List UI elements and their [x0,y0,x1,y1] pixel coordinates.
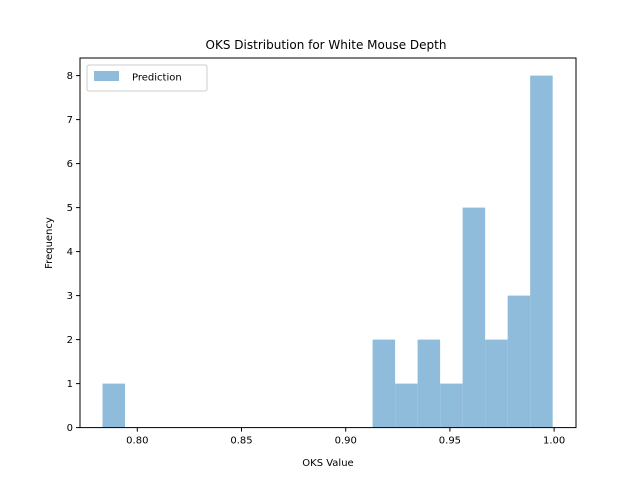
x-axis-title: OKS Value [302,458,353,469]
y-tick-label-8: 8 [67,71,73,82]
chart-title: OKS Distribution for White Mouse Depth [206,38,447,52]
y-tick-label-5: 5 [67,203,73,214]
legend-swatch-prediction [94,71,119,81]
y-tick-label-3: 3 [67,291,73,302]
x-tick-label-3: 0.95 [439,436,461,447]
y-tick-label-6: 6 [67,159,73,170]
y-tick-label-2: 2 [67,335,73,346]
histogram-bar-18 [507,295,531,428]
histogram-bar-0 [102,383,126,428]
legend-label-prediction: Prediction [132,73,182,84]
histogram-bar-14 [417,339,441,428]
x-axis-ticks: 0.80 0.85 0.90 0.95 1.00 [126,427,565,447]
y-tick-label-0: 0 [67,423,73,434]
histogram-bars [102,75,553,428]
x-tick-label-1: 0.85 [230,436,252,447]
y-tick-label-4: 4 [67,247,73,258]
y-tick-label-7: 7 [67,115,73,126]
histogram-bar-16 [462,207,486,428]
plot-frame [79,57,577,429]
legend: Prediction [86,64,208,92]
histogram-bar-12 [372,339,396,428]
y-tick-label-1: 1 [67,379,73,390]
histogram-bar-13 [395,383,418,428]
histogram-bar-19 [530,75,553,428]
y-axis-title: Frequency [44,217,55,269]
x-tick-label-2: 0.90 [335,436,357,447]
histogram-bar-17 [485,339,508,428]
histogram-bar-15 [440,383,463,428]
y-axis-ticks: 0 1 2 3 4 5 6 7 8 [67,71,80,434]
x-tick-label-4: 1.00 [543,436,565,447]
x-tick-label-0: 0.80 [126,436,148,447]
